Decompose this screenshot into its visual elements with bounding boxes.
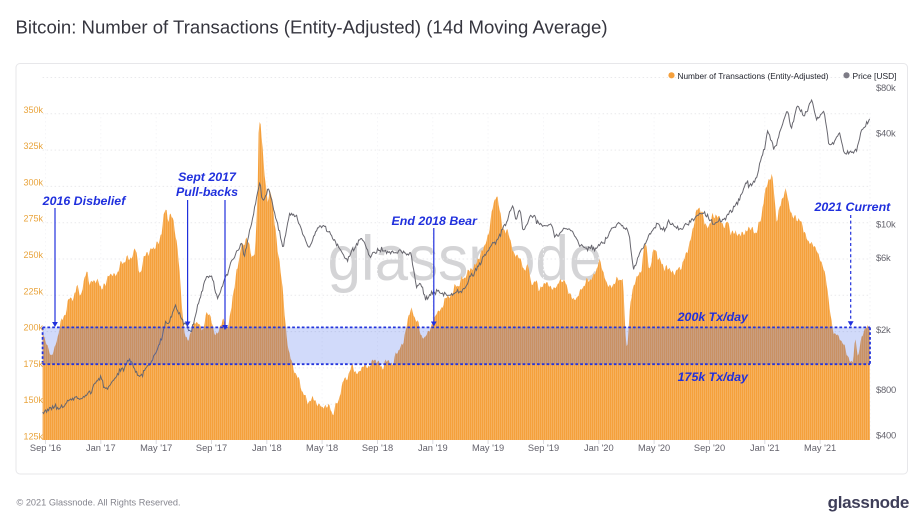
- svg-text:May '21: May '21: [804, 443, 836, 453]
- svg-text:$10k: $10k: [876, 219, 896, 230]
- svg-text:250k: 250k: [24, 250, 44, 260]
- svg-text:Jan '17: Jan '17: [86, 443, 116, 453]
- svg-text:$2k: $2k: [876, 324, 891, 335]
- svg-text:Jan '21: Jan '21: [750, 443, 780, 453]
- svg-text:Number of Transactions (Entity: Number of Transactions (Entity-Adjusted): [678, 72, 829, 81]
- svg-text:May '20: May '20: [638, 443, 670, 453]
- svg-text:$80k: $80k: [876, 82, 896, 93]
- svg-text:175k Tx/day: 175k Tx/day: [678, 370, 749, 384]
- svg-text:May '18: May '18: [306, 443, 338, 453]
- svg-text:150k: 150k: [24, 395, 44, 405]
- svg-text:Sep '18: Sep '18: [362, 443, 393, 453]
- svg-text:May '19: May '19: [472, 443, 504, 453]
- svg-text:200k Tx/day: 200k Tx/day: [677, 310, 749, 324]
- svg-text:Sept 2017: Sept 2017: [178, 170, 237, 184]
- svg-text:350k: 350k: [24, 105, 44, 115]
- svg-text:May '17: May '17: [140, 443, 172, 453]
- svg-text:Sep '20: Sep '20: [694, 443, 725, 453]
- svg-text:$40k: $40k: [876, 128, 896, 139]
- svg-text:225k: 225k: [24, 286, 44, 296]
- svg-text:325k: 325k: [24, 141, 44, 151]
- svg-text:2021 Current: 2021 Current: [814, 200, 892, 214]
- svg-text:Price [USD]: Price [USD]: [853, 72, 897, 81]
- svg-text:Pull-backs: Pull-backs: [176, 185, 238, 199]
- svg-text:Sep '17: Sep '17: [196, 443, 227, 453]
- svg-text:Jan '18: Jan '18: [252, 443, 282, 453]
- svg-text:Bitcoin: Number of Transaction: Bitcoin: Number of Transactions (Entity-…: [16, 18, 608, 38]
- svg-text:125k: 125k: [24, 431, 44, 441]
- svg-text:300k: 300k: [24, 177, 44, 187]
- svg-text:© 2021 Glassnode. All Rights R: © 2021 Glassnode. All Rights Reserved.: [17, 498, 181, 508]
- svg-text:Jan '20: Jan '20: [584, 443, 614, 453]
- svg-text:2016 Disbelief: 2016 Disbelief: [42, 194, 128, 208]
- svg-text:Sep '19: Sep '19: [528, 443, 559, 453]
- svg-text:Sep '16: Sep '16: [30, 443, 61, 453]
- svg-text:glassnode: glassnode: [828, 493, 909, 512]
- svg-text:200k: 200k: [24, 323, 44, 333]
- svg-text:Jan '19: Jan '19: [418, 443, 448, 453]
- svg-text:$400: $400: [876, 430, 896, 441]
- svg-text:275k: 275k: [24, 214, 44, 224]
- svg-text:End 2018 Bear: End 2018 Bear: [391, 214, 478, 228]
- svg-text:175k: 175k: [24, 359, 44, 369]
- svg-text:$6k: $6k: [876, 252, 891, 263]
- svg-text:$800: $800: [876, 384, 896, 395]
